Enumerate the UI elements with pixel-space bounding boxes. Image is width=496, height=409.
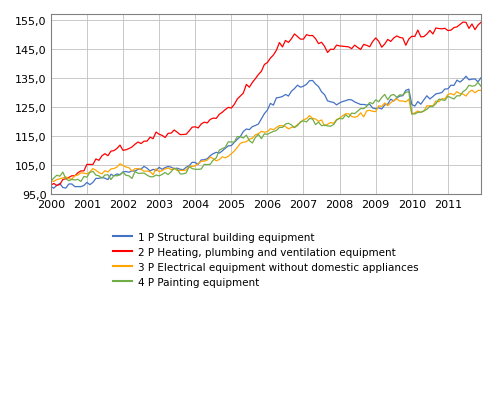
4 P Painting equipment <box>114 174 120 179</box>
1 P Structural building equipment <box>48 184 54 189</box>
3 P Electrical equipment without domestic appliances <box>469 88 475 93</box>
Legend: 1 P Structural building equipment, 2 P Heating, plumbing and ventilation equipme: 1 P Structural building equipment, 2 P H… <box>110 229 422 291</box>
2 P Heating, plumbing and ventilation equipment <box>183 133 189 137</box>
2 P Heating, plumbing and ventilation equipment <box>358 48 364 53</box>
Line: 4 P Painting equipment: 4 P Painting equipment <box>51 83 481 182</box>
Line: 2 P Heating, plumbing and ventilation equipment: 2 P Heating, plumbing and ventilation eq… <box>51 23 481 186</box>
1 P Structural building equipment <box>358 103 364 108</box>
1 P Structural building equipment <box>183 165 189 170</box>
4 P Painting equipment <box>475 81 481 85</box>
3 P Electrical equipment without domestic appliances <box>397 99 403 104</box>
4 P Painting equipment <box>81 175 87 180</box>
2 P Heating, plumbing and ventilation equipment <box>403 44 409 49</box>
2 P Heating, plumbing and ventilation equipment <box>397 36 403 41</box>
4 P Painting equipment <box>397 93 403 98</box>
3 P Electrical equipment without domestic appliances <box>478 89 484 94</box>
3 P Electrical equipment without domestic appliances <box>48 179 54 184</box>
2 P Heating, plumbing and ventilation equipment <box>48 183 54 188</box>
3 P Electrical equipment without domestic appliances <box>358 111 364 116</box>
4 P Painting equipment <box>403 91 409 96</box>
1 P Structural building equipment <box>114 172 120 177</box>
1 P Structural building equipment <box>81 184 87 189</box>
2 P Heating, plumbing and ventilation equipment <box>460 20 466 25</box>
1 P Structural building equipment <box>403 89 409 94</box>
1 P Structural building equipment <box>397 94 403 99</box>
4 P Painting equipment <box>358 107 364 112</box>
1 P Structural building equipment <box>478 76 484 81</box>
2 P Heating, plumbing and ventilation equipment <box>114 147 120 152</box>
Line: 3 P Electrical equipment without domestic appliances: 3 P Electrical equipment without domesti… <box>51 91 481 182</box>
4 P Painting equipment <box>183 171 189 176</box>
4 P Painting equipment <box>478 85 484 90</box>
4 P Painting equipment <box>78 180 84 184</box>
3 P Electrical equipment without domestic appliances <box>403 100 409 105</box>
2 P Heating, plumbing and ventilation equipment <box>81 169 87 174</box>
3 P Electrical equipment without domestic appliances <box>114 165 120 170</box>
2 P Heating, plumbing and ventilation equipment <box>478 21 484 26</box>
1 P Structural building equipment <box>463 74 469 79</box>
Line: 1 P Structural building equipment: 1 P Structural building equipment <box>51 77 481 189</box>
3 P Electrical equipment without domestic appliances <box>183 168 189 173</box>
1 P Structural building equipment <box>51 186 57 191</box>
4 P Painting equipment <box>48 179 54 184</box>
2 P Heating, plumbing and ventilation equipment <box>54 184 60 189</box>
3 P Electrical equipment without domestic appliances <box>51 180 57 184</box>
3 P Electrical equipment without domestic appliances <box>81 171 87 176</box>
